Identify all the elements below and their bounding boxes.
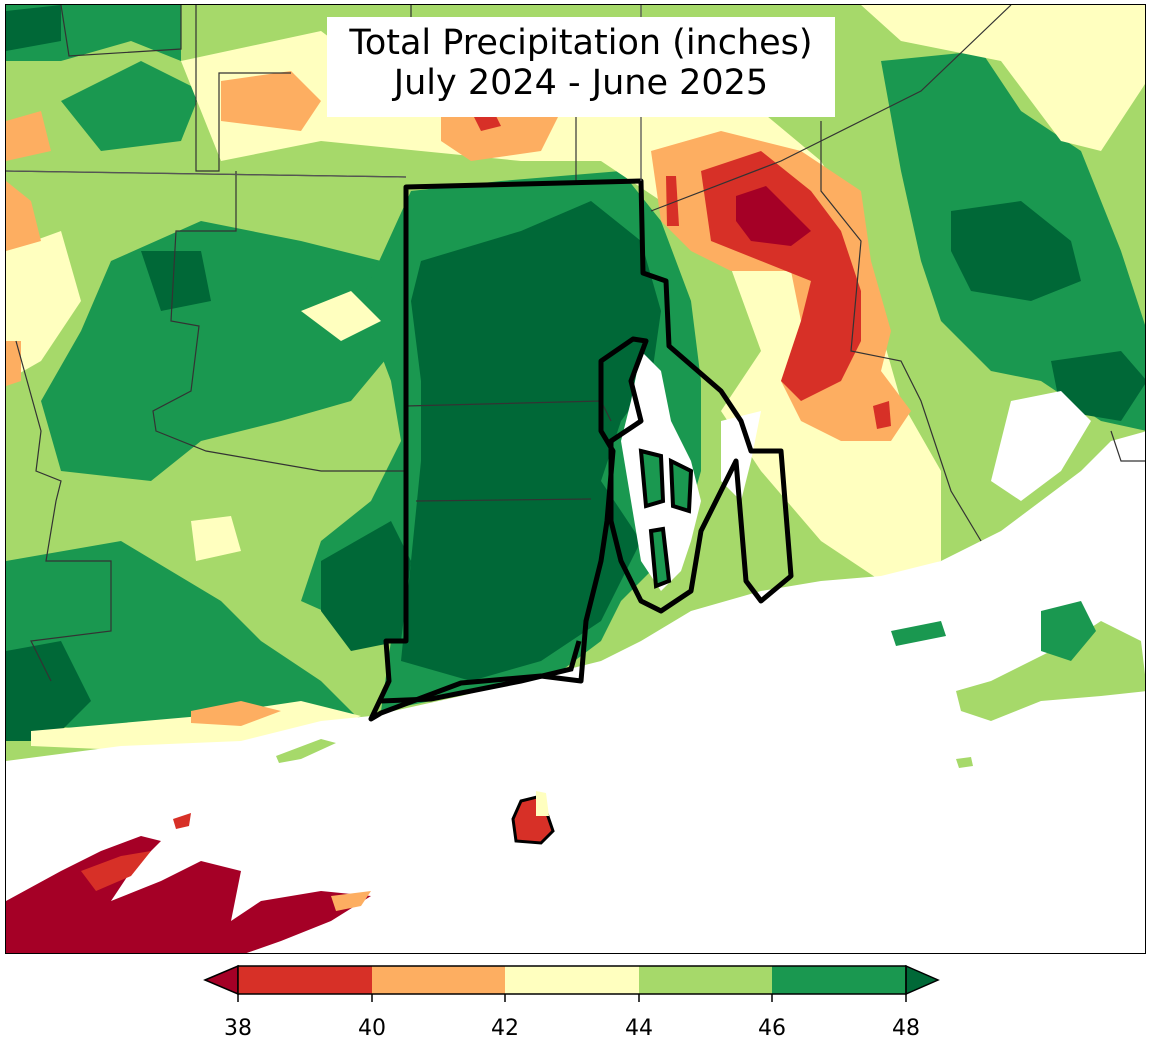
precip-zone-46-48 [41, 221, 401, 481]
colorbar-tick-label: 46 [758, 1016, 786, 1041]
precip-zone-40-42 [191, 701, 281, 726]
colorbar-tick-label: 42 [491, 1016, 519, 1041]
elizabeth-islands [891, 621, 946, 646]
precip-zone-above-48 [6, 641, 91, 741]
block-island-north [536, 791, 549, 816]
precip-zone-below-38 [736, 186, 811, 246]
marthas-vineyard-zone [1041, 601, 1096, 661]
long-island-zone [81, 851, 151, 891]
colorbar-tick-label: 44 [625, 1016, 653, 1041]
precipitation-map: Total Precipitation (inches) July 2024 -… [5, 4, 1146, 954]
precip-zone-40-42 [6, 111, 51, 161]
long-island-zone [331, 891, 371, 911]
precip-zone-above-48 [951, 201, 1081, 301]
colorbar-segment-38-40 [238, 966, 372, 994]
plum-island [173, 813, 191, 829]
colorbar-tick-label: 38 [224, 1016, 252, 1041]
colorbar-extend-low [203, 964, 239, 996]
colorbar-segment-46-48 [772, 966, 906, 994]
colorbar-tick-label: 48 [892, 1016, 920, 1041]
colorbar-extend-high [905, 964, 940, 996]
title-line-2: July 2024 - June 2025 [393, 63, 769, 103]
title-line-1: Total Precipitation (inches) [349, 23, 813, 63]
precip-zone-above-48 [401, 201, 661, 681]
mount-hope-bay [721, 411, 761, 501]
precip-zone-42-44 [861, 5, 1145, 151]
map-canvas [6, 5, 1145, 953]
marthas-vineyard [956, 621, 1145, 721]
precip-zone-46-48 [61, 61, 201, 151]
colorbar-segment-42-44 [505, 966, 639, 994]
precip-zone-above-48 [6, 5, 61, 51]
colorbar [203, 964, 940, 1002]
buzzards-bay [991, 391, 1091, 501]
precip-zone-above-48 [141, 251, 211, 311]
precip-zone-40-42 [6, 341, 21, 386]
precip-zone-42-44 [301, 291, 381, 341]
precip-zone-40-42 [6, 181, 41, 251]
ri-coastline [380, 640, 582, 704]
precip-zone-38-40 [666, 176, 679, 226]
precip-zone-46-48 [6, 541, 361, 741]
colorbar-ticks [237, 994, 907, 1002]
rhode-island-border [368, 178, 794, 722]
precip-zone-40-42 [221, 71, 321, 131]
ocean-water [6, 431, 1145, 953]
precip-zone-42-44 [191, 516, 241, 561]
nomans-island [956, 757, 973, 768]
colorbar-segment-40-42 [372, 966, 505, 994]
fishers-island [276, 739, 336, 763]
precip-zone-42-44 [6, 231, 81, 381]
precip-zone-above-48 [1051, 351, 1145, 421]
bay-islands [638, 448, 694, 589]
colorbar-segment-44-46 [639, 966, 772, 994]
colorbar-tick-label: 40 [358, 1016, 386, 1041]
map-title: Total Precipitation (inches) July 2024 -… [327, 17, 835, 117]
precip-zone-38-40 [873, 401, 891, 429]
precip-zone-above-48 [321, 521, 411, 651]
colorbar-outline [237, 965, 907, 995]
